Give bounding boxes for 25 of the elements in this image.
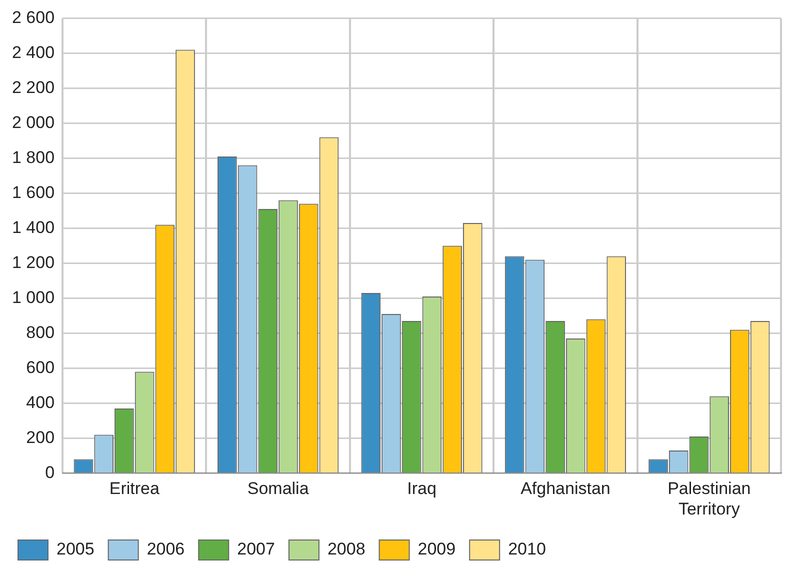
legend-label: 2006 [146, 540, 185, 559]
y-tick-label: 400 [26, 392, 55, 412]
x-tick-label: Iraq [407, 479, 436, 498]
legend-label: 2007 [237, 540, 275, 559]
legend-label: 2010 [508, 540, 546, 559]
x-tick-label: Afghanistan [520, 479, 610, 498]
y-tick-label: 0 [45, 462, 55, 482]
y-tick-label: 2 400 [12, 42, 55, 62]
y-tick-label: 200 [26, 428, 55, 447]
x-tick-label: Eritrea [109, 479, 160, 498]
legend-label: 2008 [327, 540, 366, 559]
y-tick-label: 2 000 [12, 112, 55, 132]
y-tick-label: 1 400 [12, 218, 55, 237]
y-tick-label: 1 000 [12, 288, 55, 307]
x-tick-label: Somalia [247, 479, 310, 498]
y-tick-label: 600 [26, 358, 55, 377]
legend-label: 2009 [418, 540, 456, 559]
y-tick-label: 2 200 [12, 78, 55, 97]
legend-label: 2005 [56, 540, 94, 559]
y-tick-label: 1 200 [12, 252, 55, 272]
y-tick-label: 2 600 [12, 8, 55, 27]
y-tick-label: 800 [26, 322, 55, 342]
x-tick-label: Palestinian Territory [668, 479, 751, 518]
y-tick-label: 1 600 [12, 182, 55, 202]
y-tick-label: 1 800 [12, 148, 55, 167]
